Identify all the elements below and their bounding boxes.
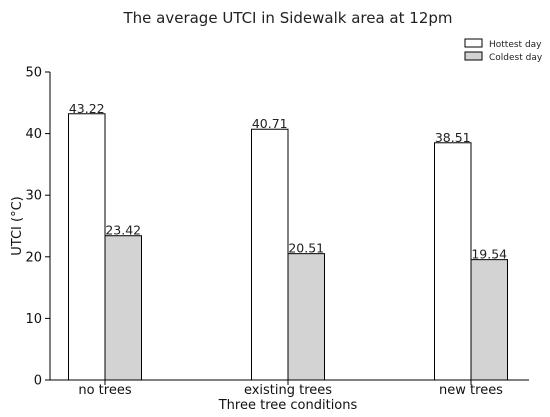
legend-swatch-hottest-day <box>464 38 483 48</box>
bar-no-trees-hottest-day <box>68 113 106 381</box>
bar-no-trees-coldest-day <box>104 235 142 381</box>
bar-existing-trees-coldest-day <box>287 253 325 381</box>
x-tick-label-existing-trees: existing trees <box>244 383 332 398</box>
y-tick-label-50: 50 <box>25 66 42 81</box>
data-label-new-trees-coldest-day: 19.54 <box>471 247 507 262</box>
bar-existing-trees-hottest-day <box>251 128 289 381</box>
chart-title: The average UTCI in Sidewalk area at 12p… <box>122 9 452 27</box>
data-labels-group: 43.22 23.42 40.71 20.51 38.51 19.54 <box>69 101 507 262</box>
x-axis-title: Three tree conditions <box>218 398 358 413</box>
data-label-existing-trees-coldest-day: 20.51 <box>288 241 324 256</box>
data-label-new-trees-hottest-day: 38.51 <box>435 130 471 145</box>
y-ticks-group: 0 10 20 30 40 50 <box>25 66 50 389</box>
data-label-no-trees-coldest-day: 23.42 <box>105 223 141 238</box>
data-label-no-trees-hottest-day: 43.22 <box>69 101 105 116</box>
bar-new-trees-hottest-day <box>434 142 472 381</box>
x-tick-label-no-trees: no trees <box>78 383 131 398</box>
x-tick-label-new-trees: new trees <box>439 383 503 398</box>
y-tick-label-0: 0 <box>34 374 42 389</box>
x-ticks-group: no trees existing trees new trees <box>78 380 503 398</box>
legend-label-coldest-day: Coldest day <box>489 53 543 63</box>
legend-label-hottest-day: Hottest day <box>489 40 542 50</box>
y-tick-label-30: 30 <box>25 189 42 204</box>
y-tick-label-40: 40 <box>25 127 42 142</box>
y-axis-title: UTCI (°C) <box>10 196 25 255</box>
data-label-existing-trees-hottest-day: 40.71 <box>252 116 288 131</box>
legend: Hottest day Coldest day <box>464 38 543 63</box>
y-tick-label-20: 20 <box>25 250 42 265</box>
bars-group <box>68 113 508 381</box>
y-tick-label-10: 10 <box>25 312 42 327</box>
bar-new-trees-coldest-day <box>470 259 508 381</box>
legend-swatch-coldest-day <box>464 51 483 61</box>
